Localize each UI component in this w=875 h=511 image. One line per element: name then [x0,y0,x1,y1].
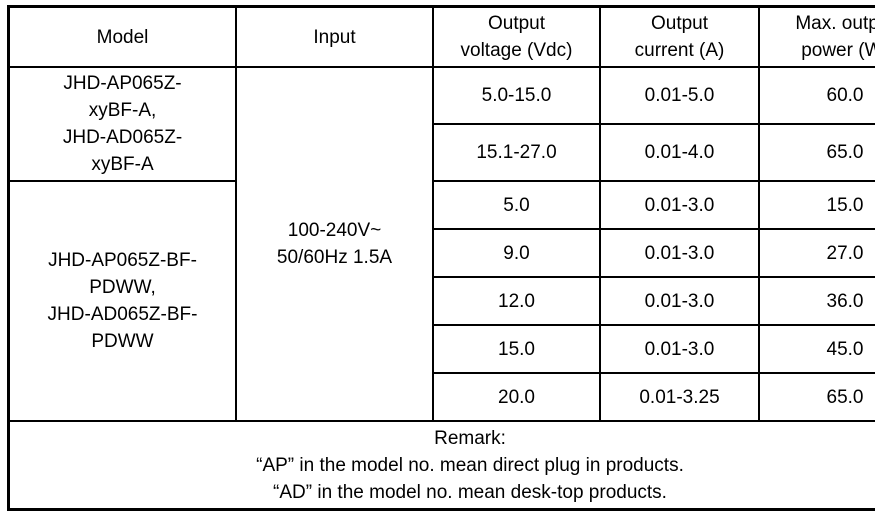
column-header-max-output-power-line1: Max. output [795,13,875,34]
cell-max-output-power: 65.0 [759,124,875,181]
remark-line-3: “AD” in the model no. mean desk-top prod… [16,479,875,506]
column-header-max-output-power: Max. output power (W) [759,7,875,68]
column-header-output-current-line1: Output [651,13,708,34]
column-header-output-voltage: Output voltage (Vdc) [433,7,600,68]
column-header-output-voltage-line2: voltage (Vdc) [440,37,593,64]
remark-row: Remark: “AP” in the model no. mean direc… [9,421,875,510]
cell-output-current: 0.01-3.0 [600,325,759,373]
specification-table: Model Input Output voltage (Vdc) Output … [7,5,875,511]
cell-max-output-power: 60.0 [759,67,875,124]
model-group-2-line-2: PDWW, [16,274,229,301]
cell-output-voltage: 9.0 [433,229,600,277]
column-header-output-current-line2: current (A) [607,37,752,64]
cell-output-current: 0.01-3.0 [600,277,759,325]
input-spec-line-2: 50/60Hz 1.5A [243,244,426,271]
cell-max-output-power: 15.0 [759,181,875,229]
cell-output-voltage: 20.0 [433,373,600,421]
cell-max-output-power: 27.0 [759,229,875,277]
column-header-input: Input [236,7,433,68]
column-header-output-current: Output current (A) [600,7,759,68]
model-group-cell-1: JHD-AP065Z- xyBF-A, JHD-AD065Z- xyBF-A [9,67,237,181]
model-group-1-line-2: xyBF-A, [16,97,229,124]
column-header-output-voltage-line1: Output [488,13,545,34]
table-row: JHD-AP065Z- xyBF-A, JHD-AD065Z- xyBF-A 1… [9,67,875,124]
column-header-model: Model [9,7,237,68]
remark-line-1: Remark: [16,425,875,452]
cell-max-output-power: 36.0 [759,277,875,325]
column-header-input-line1: Input [313,27,355,48]
input-spec-cell: 100-240V~ 50/60Hz 1.5A [236,67,433,421]
model-group-2-line-1: JHD-AP065Z-BF- [16,247,229,274]
cell-output-current: 0.01-4.0 [600,124,759,181]
model-group-2-line-4: PDWW [16,328,229,355]
column-header-max-output-power-line2: power (W) [766,37,875,64]
model-group-1-line-3: JHD-AD065Z- [16,124,229,151]
cell-output-current: 0.01-5.0 [600,67,759,124]
model-group-1-line-4: xyBF-A [16,151,229,178]
column-header-model-line1: Model [97,27,149,48]
cell-output-current: 0.01-3.0 [600,229,759,277]
remark-cell: Remark: “AP” in the model no. mean direc… [9,421,875,510]
input-spec-line-1: 100-240V~ [243,217,426,244]
cell-max-output-power: 65.0 [759,373,875,421]
model-group-cell-2: JHD-AP065Z-BF- PDWW, JHD-AD065Z-BF- PDWW [9,181,237,421]
table-header-row: Model Input Output voltage (Vdc) Output … [9,7,875,68]
cell-output-current: 0.01-3.0 [600,181,759,229]
cell-output-voltage: 12.0 [433,277,600,325]
cell-output-voltage: 5.0-15.0 [433,67,600,124]
remark-line-2: “AP” in the model no. mean direct plug i… [16,452,875,479]
table-row: JHD-AP065Z-BF- PDWW, JHD-AD065Z-BF- PDWW… [9,181,875,229]
model-group-2-line-3: JHD-AD065Z-BF- [16,301,229,328]
cell-output-voltage: 15.1-27.0 [433,124,600,181]
cell-output-voltage: 5.0 [433,181,600,229]
cell-max-output-power: 45.0 [759,325,875,373]
cell-output-voltage: 15.0 [433,325,600,373]
cell-output-current: 0.01-3.25 [600,373,759,421]
model-group-1-line-1: JHD-AP065Z- [16,70,229,97]
